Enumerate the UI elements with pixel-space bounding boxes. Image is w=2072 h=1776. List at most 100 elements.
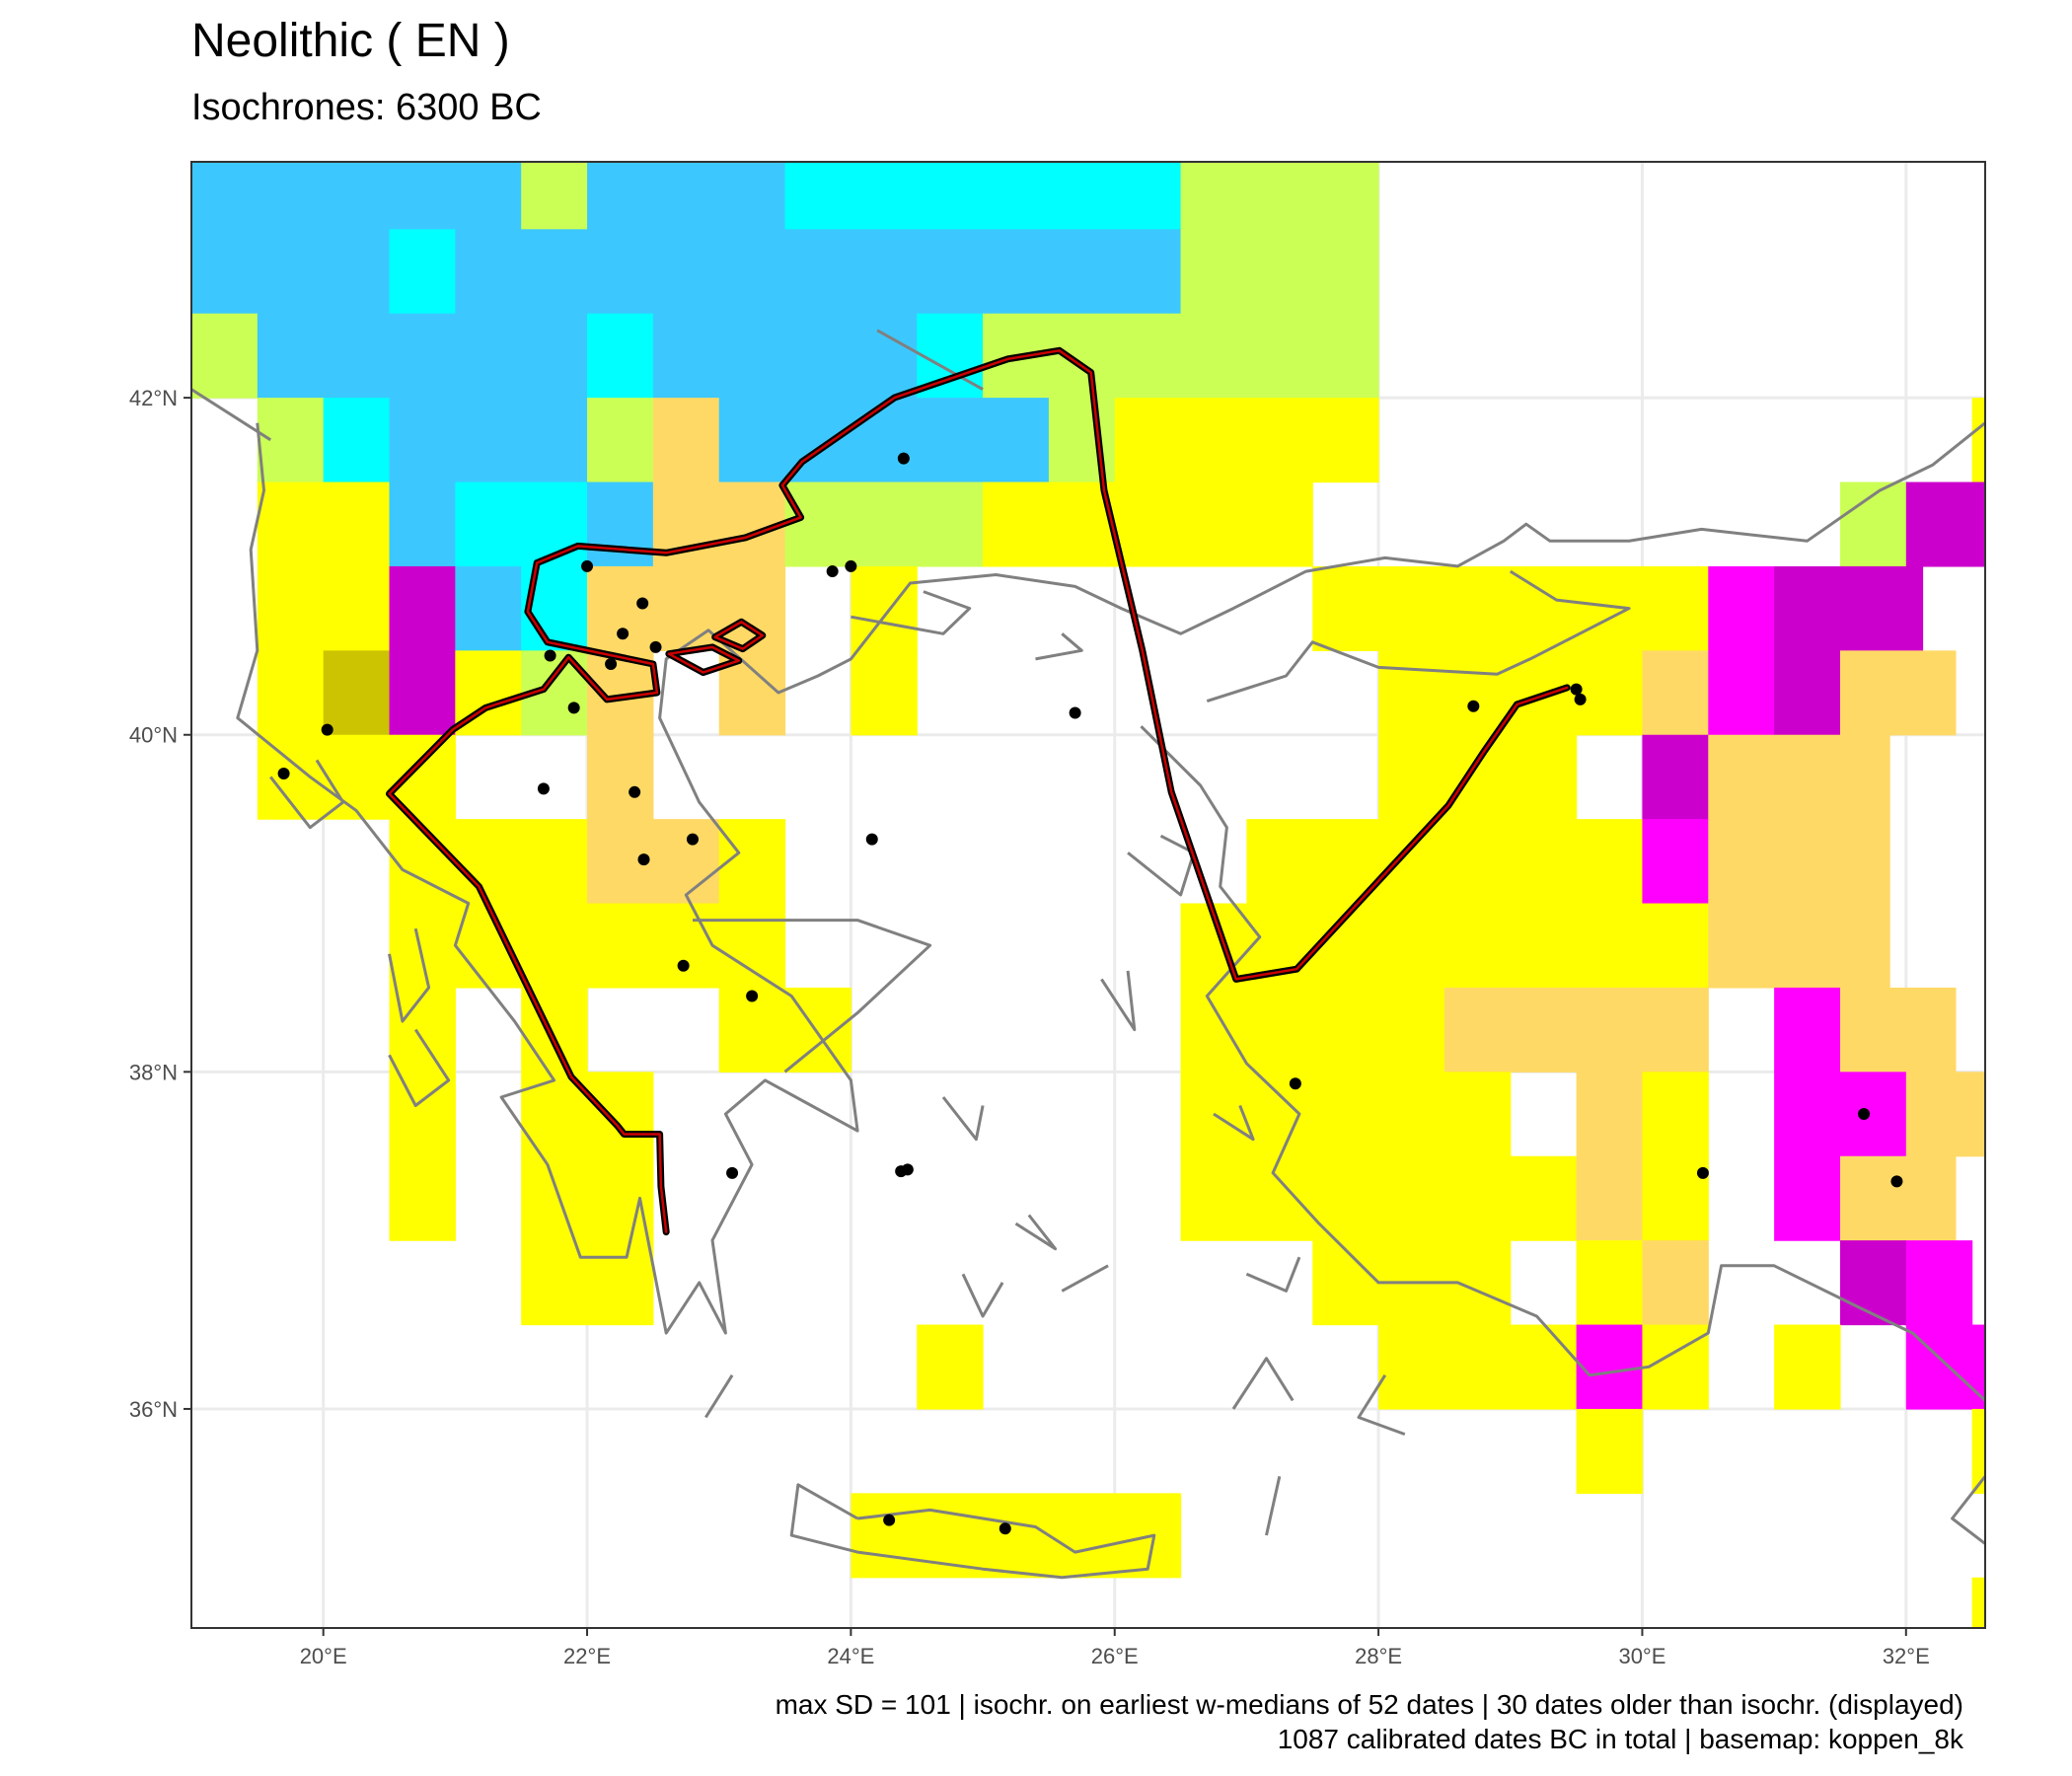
climate-cell xyxy=(1774,650,1841,736)
climate-cell xyxy=(1839,1155,1957,1241)
climate-cell xyxy=(455,229,1182,315)
climate-cell xyxy=(1180,162,1379,230)
climate-cell xyxy=(323,650,391,736)
site-point xyxy=(567,702,580,714)
climate-cell xyxy=(851,1493,1182,1579)
climate-cell xyxy=(1905,1072,1986,1157)
climate-cell xyxy=(1378,734,1578,820)
climate-cell xyxy=(1839,1240,1907,1326)
climate-cell xyxy=(389,1155,456,1241)
coastline xyxy=(693,919,932,1073)
site-point xyxy=(897,452,910,465)
x-tick-label: 20°E xyxy=(300,1644,347,1668)
climate-cell xyxy=(917,1324,984,1410)
climate-cell xyxy=(652,313,918,399)
climate-cell xyxy=(1971,1408,1986,1494)
climate-cell xyxy=(389,229,456,315)
climate-cell xyxy=(784,481,984,567)
climate-cell xyxy=(718,398,1050,483)
climate-cell xyxy=(389,398,588,483)
climate-cell xyxy=(1642,734,1709,820)
climate-cell xyxy=(389,1072,456,1157)
climate-cell xyxy=(1180,1072,1512,1157)
climate-cell xyxy=(1443,987,1709,1073)
climate-cell xyxy=(521,1072,654,1157)
x-tick-label: 28°E xyxy=(1355,1644,1402,1668)
climate-cell xyxy=(587,313,654,399)
climate-cell xyxy=(1312,565,1709,651)
coastline xyxy=(388,1028,451,1107)
climate-cell xyxy=(983,313,1379,399)
y-tick-label: 36°N xyxy=(129,1397,178,1422)
climate-cell xyxy=(851,565,918,651)
site-point xyxy=(636,597,649,610)
site-point xyxy=(883,1514,896,1526)
coastline xyxy=(704,1374,734,1419)
x-tick-label: 22°E xyxy=(563,1644,611,1668)
x-tick-label: 32°E xyxy=(1883,1644,1930,1668)
y-tick-label: 38°N xyxy=(129,1060,178,1084)
climate-cell xyxy=(1971,398,1986,483)
y-tick-label: 42°N xyxy=(129,386,178,410)
map-title: Neolithic ( EN ) xyxy=(191,15,510,67)
site-point xyxy=(686,833,699,846)
map-subtitle: Isochrones: 6300 BC xyxy=(191,87,542,128)
climate-cell xyxy=(1839,987,1957,1073)
climate-cell xyxy=(1905,1240,1973,1326)
isochrone-line xyxy=(667,645,741,674)
site-point xyxy=(617,628,629,640)
site-point xyxy=(999,1522,1011,1535)
climate-cell xyxy=(389,481,456,567)
climate-cell xyxy=(1708,734,1890,820)
y-tick-label: 40°N xyxy=(129,723,178,748)
site-point xyxy=(826,565,839,578)
climate-cell xyxy=(257,398,325,483)
climate-cell xyxy=(191,162,522,230)
coastline xyxy=(1231,1357,1295,1410)
climate-cell xyxy=(1576,1072,1644,1157)
coastlines xyxy=(190,329,1987,1580)
axes: 20°E 22°E 24°E 26°E 28°E 30°E 32°E 36°N 38°N 40°N… xyxy=(129,386,1930,1668)
climate-cell xyxy=(521,1155,654,1241)
site-point xyxy=(277,768,290,780)
coastline xyxy=(1127,834,1196,897)
climate-cell xyxy=(784,162,1182,230)
coastline xyxy=(789,1483,1156,1580)
site-point xyxy=(544,649,556,662)
isochrone-6300bc xyxy=(386,346,1571,1236)
climate-cell xyxy=(521,162,588,230)
coastline xyxy=(190,388,272,442)
site-dates xyxy=(277,452,1903,1535)
caption: max SD = 101 | isochr. on earliest w-med… xyxy=(776,1687,1963,1756)
site-point xyxy=(677,959,690,972)
climate-cell xyxy=(389,650,456,736)
climate-cell xyxy=(587,398,654,483)
coastline xyxy=(269,759,345,830)
climate-cell xyxy=(521,1240,654,1326)
climate-cell xyxy=(1246,819,1644,905)
climate-cell xyxy=(191,313,259,399)
climate-cell xyxy=(1642,1072,1709,1157)
climate-cell xyxy=(1774,1072,1907,1157)
climate-cell xyxy=(455,565,522,651)
climate-cell xyxy=(1576,1240,1644,1326)
coastline xyxy=(941,1096,985,1142)
site-point xyxy=(321,723,333,736)
site-point xyxy=(649,640,662,653)
climate-cell xyxy=(389,565,456,651)
site-point xyxy=(537,782,550,795)
climate-cell xyxy=(587,819,720,905)
caption-line-2: 1087 calibrated dates BC in total | base… xyxy=(1277,1724,1963,1754)
plot-border xyxy=(190,161,1986,1629)
climate-cell xyxy=(389,987,456,1073)
coastline xyxy=(1265,1475,1282,1536)
climate-cell xyxy=(1971,1577,1986,1629)
coastline xyxy=(1245,1256,1301,1293)
climate-cell xyxy=(257,481,391,567)
isochrone-line xyxy=(713,621,765,650)
climate-cell xyxy=(1708,903,1890,989)
site-point xyxy=(1858,1108,1871,1121)
climate-cell xyxy=(1180,1155,1379,1241)
climate-cell xyxy=(1180,987,1445,1073)
climate-cell xyxy=(1114,398,1379,483)
